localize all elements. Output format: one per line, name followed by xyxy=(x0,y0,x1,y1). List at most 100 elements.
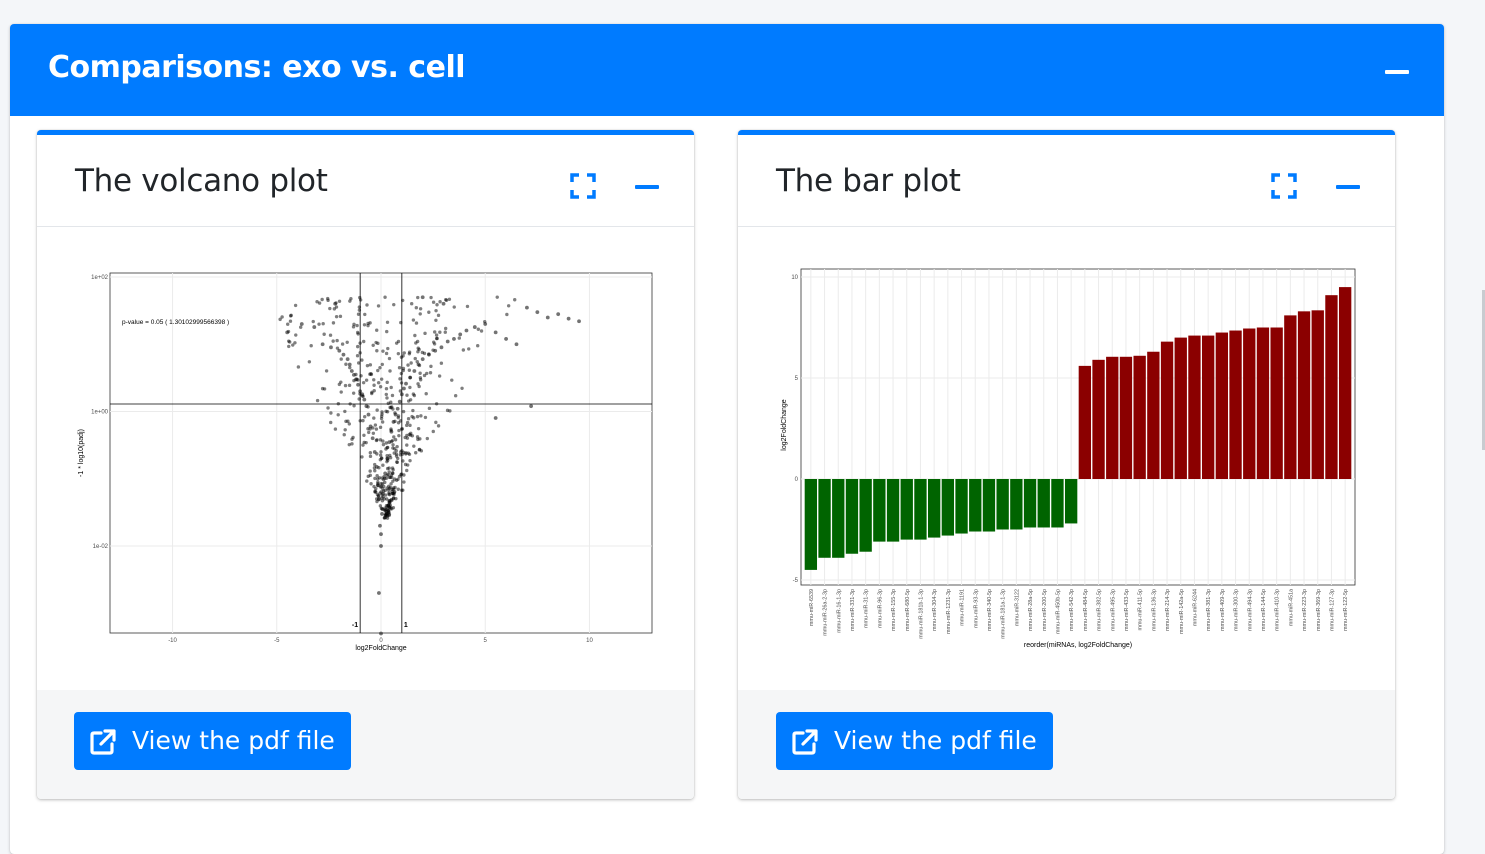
volcano-point xyxy=(392,447,397,451)
volcano-point xyxy=(452,337,456,341)
volcano-point xyxy=(364,378,369,382)
volcano-card-footer: View the pdf file xyxy=(37,690,694,799)
volcano-point xyxy=(343,428,347,432)
volcano-point xyxy=(420,357,425,362)
bar xyxy=(1106,356,1119,479)
volcano-point xyxy=(393,438,398,442)
volcano-point xyxy=(375,452,379,456)
volcano-point xyxy=(378,385,383,389)
volcano-point xyxy=(363,415,367,419)
volcano-point xyxy=(420,295,425,300)
bar-view-pdf-button[interactable]: View the pdf file xyxy=(776,712,1053,770)
volcano-point xyxy=(288,314,293,318)
volcano-point xyxy=(412,369,417,373)
volcano-point xyxy=(362,433,366,437)
bar-card-footer: View the pdf file xyxy=(738,690,1395,799)
volcano-x-axis-title: log2FoldChange xyxy=(355,645,406,652)
volcano-point xyxy=(355,323,359,328)
volcano-point xyxy=(379,450,383,454)
volcano-point xyxy=(287,344,291,349)
volcano-point xyxy=(368,321,372,325)
volcano-point xyxy=(376,477,380,481)
bar-x-tick: mmu-miR-16-1-3p xyxy=(836,589,842,633)
page-scrollbar[interactable] xyxy=(1482,290,1485,450)
section-collapse-button[interactable] xyxy=(1383,60,1411,84)
volcano-point xyxy=(376,304,381,308)
volcano-point xyxy=(415,360,419,364)
volcano-points xyxy=(278,295,581,636)
volcano-point xyxy=(410,434,415,438)
bar-x-tick: mmu-miR-3122 xyxy=(1014,589,1020,626)
volcano-point xyxy=(328,333,333,337)
volcano-point xyxy=(406,463,410,467)
bar xyxy=(1311,310,1324,479)
volcano-point xyxy=(493,330,498,335)
volcano-point xyxy=(395,460,399,464)
bar xyxy=(1284,315,1297,479)
volcano-plot: -10 -5 0 5 10 1e+02 1e+00 1e-02 -1 1 p-value = 0.0… xyxy=(78,272,653,652)
volcano-point xyxy=(369,482,373,486)
volcano-point xyxy=(324,369,329,373)
volcano-point xyxy=(525,305,529,310)
volcano-point xyxy=(339,390,343,394)
volcano-point xyxy=(398,377,402,381)
volcano-point xyxy=(385,453,389,458)
volcano-point xyxy=(391,443,395,447)
volcano-point xyxy=(299,325,303,329)
volcano-point xyxy=(348,299,352,303)
minus-icon xyxy=(1385,70,1409,74)
bar-x-tick: mmu-miR-142a-5p xyxy=(1179,589,1185,634)
volcano-point xyxy=(379,544,383,548)
volcano-point xyxy=(367,430,371,435)
volcano-point xyxy=(425,371,429,376)
volcano-point xyxy=(397,433,401,438)
bar-collapse-button[interactable] xyxy=(1334,175,1362,199)
volcano-point xyxy=(384,392,389,397)
bar-expand-button[interactable] xyxy=(1271,173,1297,199)
volcano-point xyxy=(416,346,420,350)
volcano-point xyxy=(361,418,365,423)
volcano-point xyxy=(326,406,330,410)
volcano-point xyxy=(358,295,362,300)
volcano-point xyxy=(360,394,365,398)
volcano-point xyxy=(379,532,383,537)
volcano-point xyxy=(385,466,390,471)
volcano-point xyxy=(436,313,441,318)
bar xyxy=(1119,356,1133,479)
volcano-point xyxy=(410,414,414,419)
bar-x-tick: mmu-miR-451a xyxy=(1288,589,1294,626)
volcano-point xyxy=(320,386,325,391)
volcano-point xyxy=(348,365,352,370)
bar-x-tick: mmu-miR-181b-1-3p xyxy=(918,589,924,639)
volcano-point xyxy=(405,468,409,473)
volcano-point xyxy=(321,322,325,326)
volcano-point xyxy=(423,415,428,420)
volcano-point xyxy=(483,319,487,324)
volcano-point xyxy=(391,471,395,476)
volcano-point xyxy=(443,330,447,334)
volcano-view-pdf-button[interactable]: View the pdf file xyxy=(74,712,351,770)
volcano-point xyxy=(386,346,390,351)
volcano-point xyxy=(368,427,372,431)
volcano-point xyxy=(393,485,397,490)
volcano-point xyxy=(296,365,301,369)
bar-y-axis-title: log2FoldChange xyxy=(781,399,788,450)
volcano-point xyxy=(406,363,410,367)
bar-x-tick: mmu-miR-680-5p xyxy=(905,589,911,631)
bar xyxy=(1051,479,1064,528)
volcano-point xyxy=(356,382,360,387)
volcano-expand-button[interactable] xyxy=(570,173,596,199)
volcano-collapse-button[interactable] xyxy=(633,175,661,199)
volcano-point xyxy=(294,333,298,337)
volcano-point xyxy=(371,426,375,430)
volcano-point xyxy=(407,452,412,456)
volcano-point xyxy=(337,348,342,353)
volcano-point xyxy=(450,378,454,382)
volcano-point xyxy=(402,480,406,484)
bar-x-tick: mmu-miR-96-3p xyxy=(877,589,883,628)
volcano-point xyxy=(401,366,406,371)
bar xyxy=(914,479,927,540)
volcano-point xyxy=(286,329,291,334)
volcano-point xyxy=(356,312,361,316)
volcano-point xyxy=(362,397,367,402)
